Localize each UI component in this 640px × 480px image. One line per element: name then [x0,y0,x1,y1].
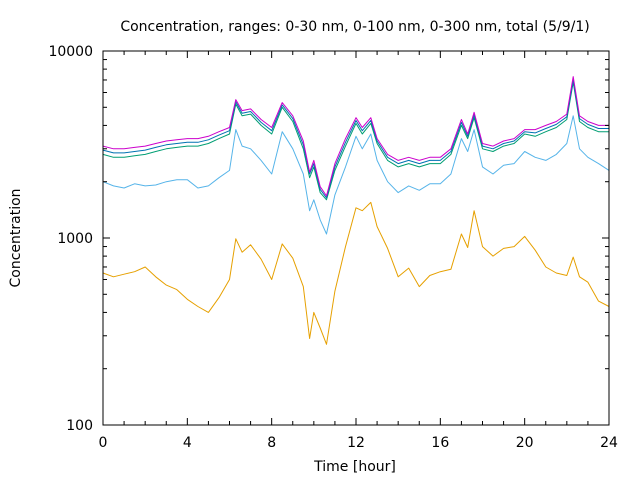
x-tick-label: 12 [347,435,365,451]
series-line-5 [102,76,609,197]
y-axis-label: Concentration [8,188,24,287]
y-tick-label: 100 [66,418,93,434]
series-line-3 [102,81,609,201]
plot-frame [102,50,610,426]
chart-title: Concentration, ranges: 0-30 nm, 0-100 nm… [120,19,589,35]
series-line-1 [102,201,610,345]
x-tick-label: 24 [600,435,618,451]
series-line-4 [102,79,609,199]
series-layer [102,76,610,345]
series-line-2 [102,115,610,235]
ticks-layer: 0 4 8 12 16 20 24 100 1000 10000 [48,44,618,451]
x-tick-label: 4 [183,435,192,451]
y-tick-label: 10000 [48,44,93,60]
x-tick-label: 16 [431,435,449,451]
x-tick-label: 20 [516,435,534,451]
y-tick-label: 1000 [57,231,93,247]
x-axis-label: Time [hour] [313,459,396,475]
x-tick-label: 0 [99,435,108,451]
x-tick-label: 8 [267,435,276,451]
